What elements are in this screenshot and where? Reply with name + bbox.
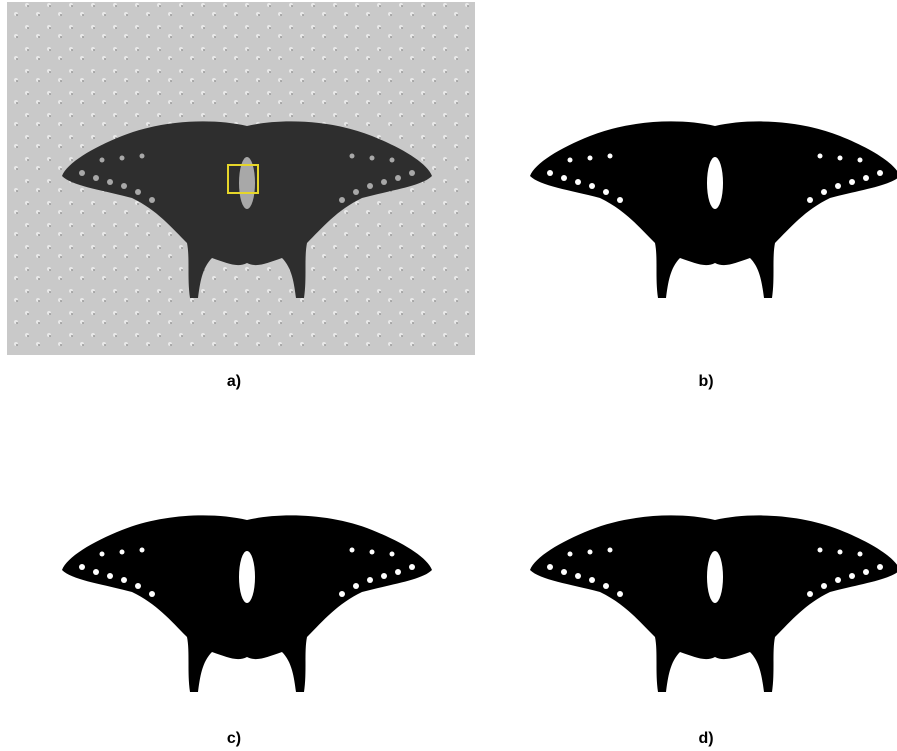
panel-b-mask xyxy=(530,121,897,298)
panel-label: c) xyxy=(227,730,241,747)
figure: a) b) c) d) xyxy=(0,0,897,751)
panel-c-mask xyxy=(62,515,432,692)
panel-d-mask xyxy=(530,515,897,692)
panel-label: d) xyxy=(698,730,713,747)
panel-label: a) xyxy=(227,373,241,390)
panel-a-image xyxy=(7,2,475,355)
panel-label: b) xyxy=(698,373,713,390)
